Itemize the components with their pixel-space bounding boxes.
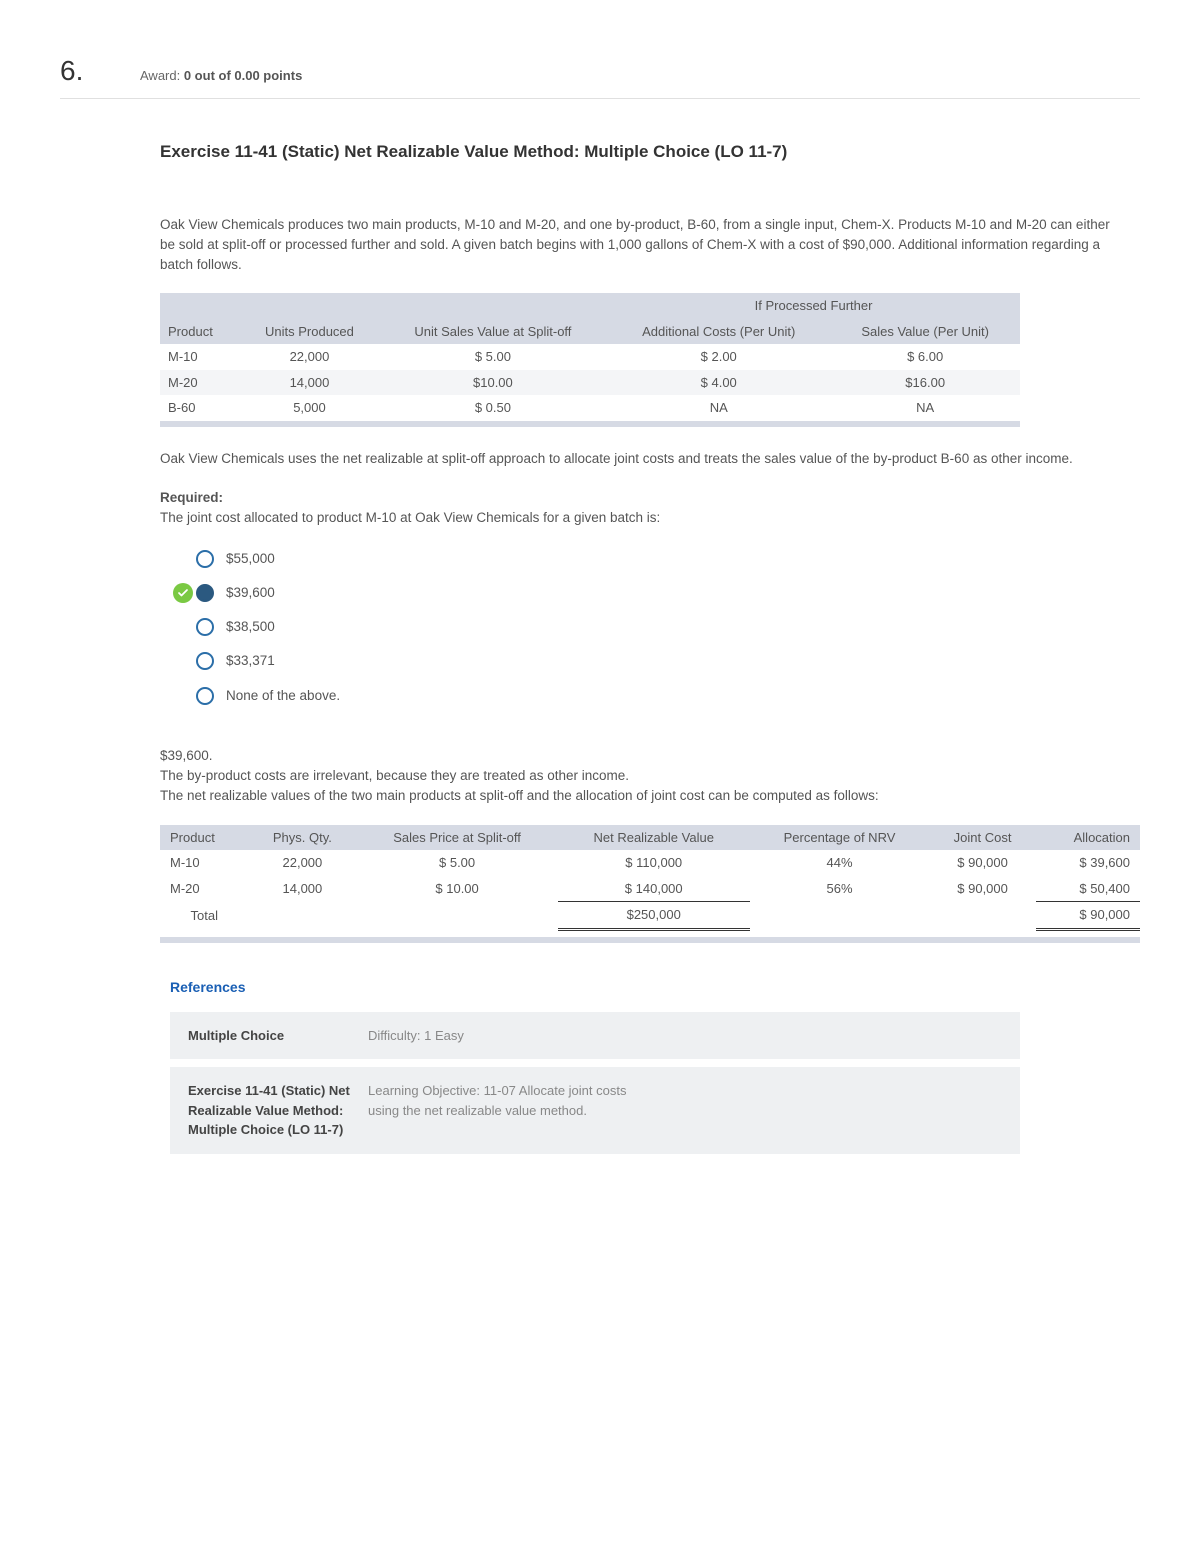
t2-total-nrv: $250,000 (558, 902, 750, 930)
t2-r0c5: $ 90,000 (929, 850, 1035, 876)
t2-total-alloc: $ 90,000 (1036, 902, 1140, 930)
option-4-label: $33,371 (226, 651, 275, 671)
t1-r2c4: NA (830, 395, 1020, 421)
t2-r0c2: $ 5.00 (356, 850, 558, 876)
t2-r0c0: M-10 (160, 850, 248, 876)
t1-r0c0: M-10 (160, 344, 240, 370)
question-text: The joint cost allocated to product M-10… (160, 508, 1110, 528)
option-2-label: $39,600 (226, 583, 275, 603)
option-3-label: $38,500 (226, 617, 275, 637)
reference-box-2: Exercise 11-41 (Static) Net Realizable V… (170, 1067, 1020, 1154)
expl-line-2: The by-product costs are irrelevant, bec… (160, 766, 1110, 786)
t1-h4: Sales Value (Per Unit) (830, 319, 1020, 345)
question-number: 6. (60, 50, 140, 92)
expl-line-1: $39,600. (160, 746, 1110, 766)
method-paragraph: Oak View Chemicals uses the net realizab… (160, 449, 1110, 469)
t2-r0c4: 44% (750, 850, 930, 876)
option-5-label: None of the above. (226, 686, 340, 706)
t1-r2c1: 5,000 (240, 395, 378, 421)
t1-r0c1: 22,000 (240, 344, 378, 370)
t2-h1: Phys. Qty. (248, 825, 356, 851)
references-section: References Multiple Choice Difficulty: 1… (170, 977, 1020, 1154)
t2-r0c6: $ 39,600 (1036, 850, 1140, 876)
t1-r2c3: NA (607, 395, 830, 421)
t1-r0c4: $ 6.00 (830, 344, 1020, 370)
t1-r0c2: $ 5.00 (379, 344, 607, 370)
option-2[interactable]: $39,600 (170, 583, 1110, 603)
t1-h3: Additional Costs (Per Unit) (607, 319, 830, 345)
t1-r0c3: $ 2.00 (607, 344, 830, 370)
t2-h4: Percentage of NRV (750, 825, 930, 851)
t2-r1c6: $ 50,400 (1036, 876, 1140, 902)
radio-icon (196, 652, 214, 670)
required-label: Required: (160, 490, 223, 505)
t1-r1c0: M-20 (160, 370, 240, 396)
options-group: $55,000 $39,600 $38,500 $33,371 (170, 549, 1110, 706)
ref1-right: Difficulty: 1 Easy (368, 1026, 464, 1046)
group-header: If Processed Further (607, 293, 1020, 319)
award-text: Award: 0 out of 0.00 points (140, 66, 302, 86)
expl-line-3: The net realizable values of the two mai… (160, 786, 1110, 806)
option-1[interactable]: $55,000 (170, 549, 1110, 569)
t2-h2: Sales Price at Split-off (356, 825, 558, 851)
t2-h0: Product (160, 825, 248, 851)
radio-icon (196, 584, 214, 602)
t2-r1c1: 14,000 (248, 876, 356, 902)
t1-h2: Unit Sales Value at Split-off (379, 319, 607, 345)
exercise-title: Exercise 11-41 (Static) Net Realizable V… (160, 139, 1110, 165)
t1-h0: Product (160, 319, 240, 345)
ref2-left: Exercise 11-41 (Static) Net Realizable V… (188, 1081, 368, 1140)
intro-paragraph: Oak View Chemicals produces two main pro… (160, 215, 1110, 276)
option-3[interactable]: $38,500 (170, 617, 1110, 637)
calculation-table: Product Phys. Qty. Sales Price at Split-… (160, 825, 1140, 931)
option-1-label: $55,000 (226, 549, 275, 569)
question-header: 6. Award: 0 out of 0.00 points (60, 50, 1140, 99)
ref2-right: Learning Objective: 11-07 Allocate joint… (368, 1081, 628, 1140)
t1-r1c2: $10.00 (379, 370, 607, 396)
check-icon (173, 583, 193, 603)
t1-h1: Units Produced (240, 319, 378, 345)
t2-r1c4: 56% (750, 876, 930, 902)
radio-icon (196, 687, 214, 705)
award-prefix: Award: (140, 68, 184, 83)
t2-h3: Net Realizable Value (558, 825, 750, 851)
t1-r1c4: $16.00 (830, 370, 1020, 396)
t2-r1c3: $ 140,000 (558, 876, 750, 902)
reference-box-1: Multiple Choice Difficulty: 1 Easy (170, 1012, 1020, 1060)
option-5[interactable]: None of the above. (170, 686, 1110, 706)
ref1-left: Multiple Choice (188, 1026, 368, 1046)
t2-h6: Allocation (1036, 825, 1140, 851)
t2-r0c1: 22,000 (248, 850, 356, 876)
t1-r1c3: $ 4.00 (607, 370, 830, 396)
radio-icon (196, 618, 214, 636)
t1-r2c2: $ 0.50 (379, 395, 607, 421)
t2-h5: Joint Cost (929, 825, 1035, 851)
t2-total-label: Total (160, 902, 248, 930)
t2-r1c5: $ 90,000 (929, 876, 1035, 902)
t2-r0c3: $ 110,000 (558, 850, 750, 876)
t2-r1c0: M-20 (160, 876, 248, 902)
award-value: 0 out of 0.00 points (184, 68, 302, 83)
explanation: $39,600. The by-product costs are irrele… (160, 746, 1110, 807)
references-title: References (170, 977, 1020, 998)
t1-r1c1: 14,000 (240, 370, 378, 396)
option-4[interactable]: $33,371 (170, 651, 1110, 671)
t1-r2c0: B-60 (160, 395, 240, 421)
radio-icon (196, 550, 214, 568)
batch-table: If Processed Further Product Units Produ… (160, 293, 1020, 427)
table-footer-strip (160, 937, 1140, 943)
t2-r1c2: $ 10.00 (356, 876, 558, 902)
